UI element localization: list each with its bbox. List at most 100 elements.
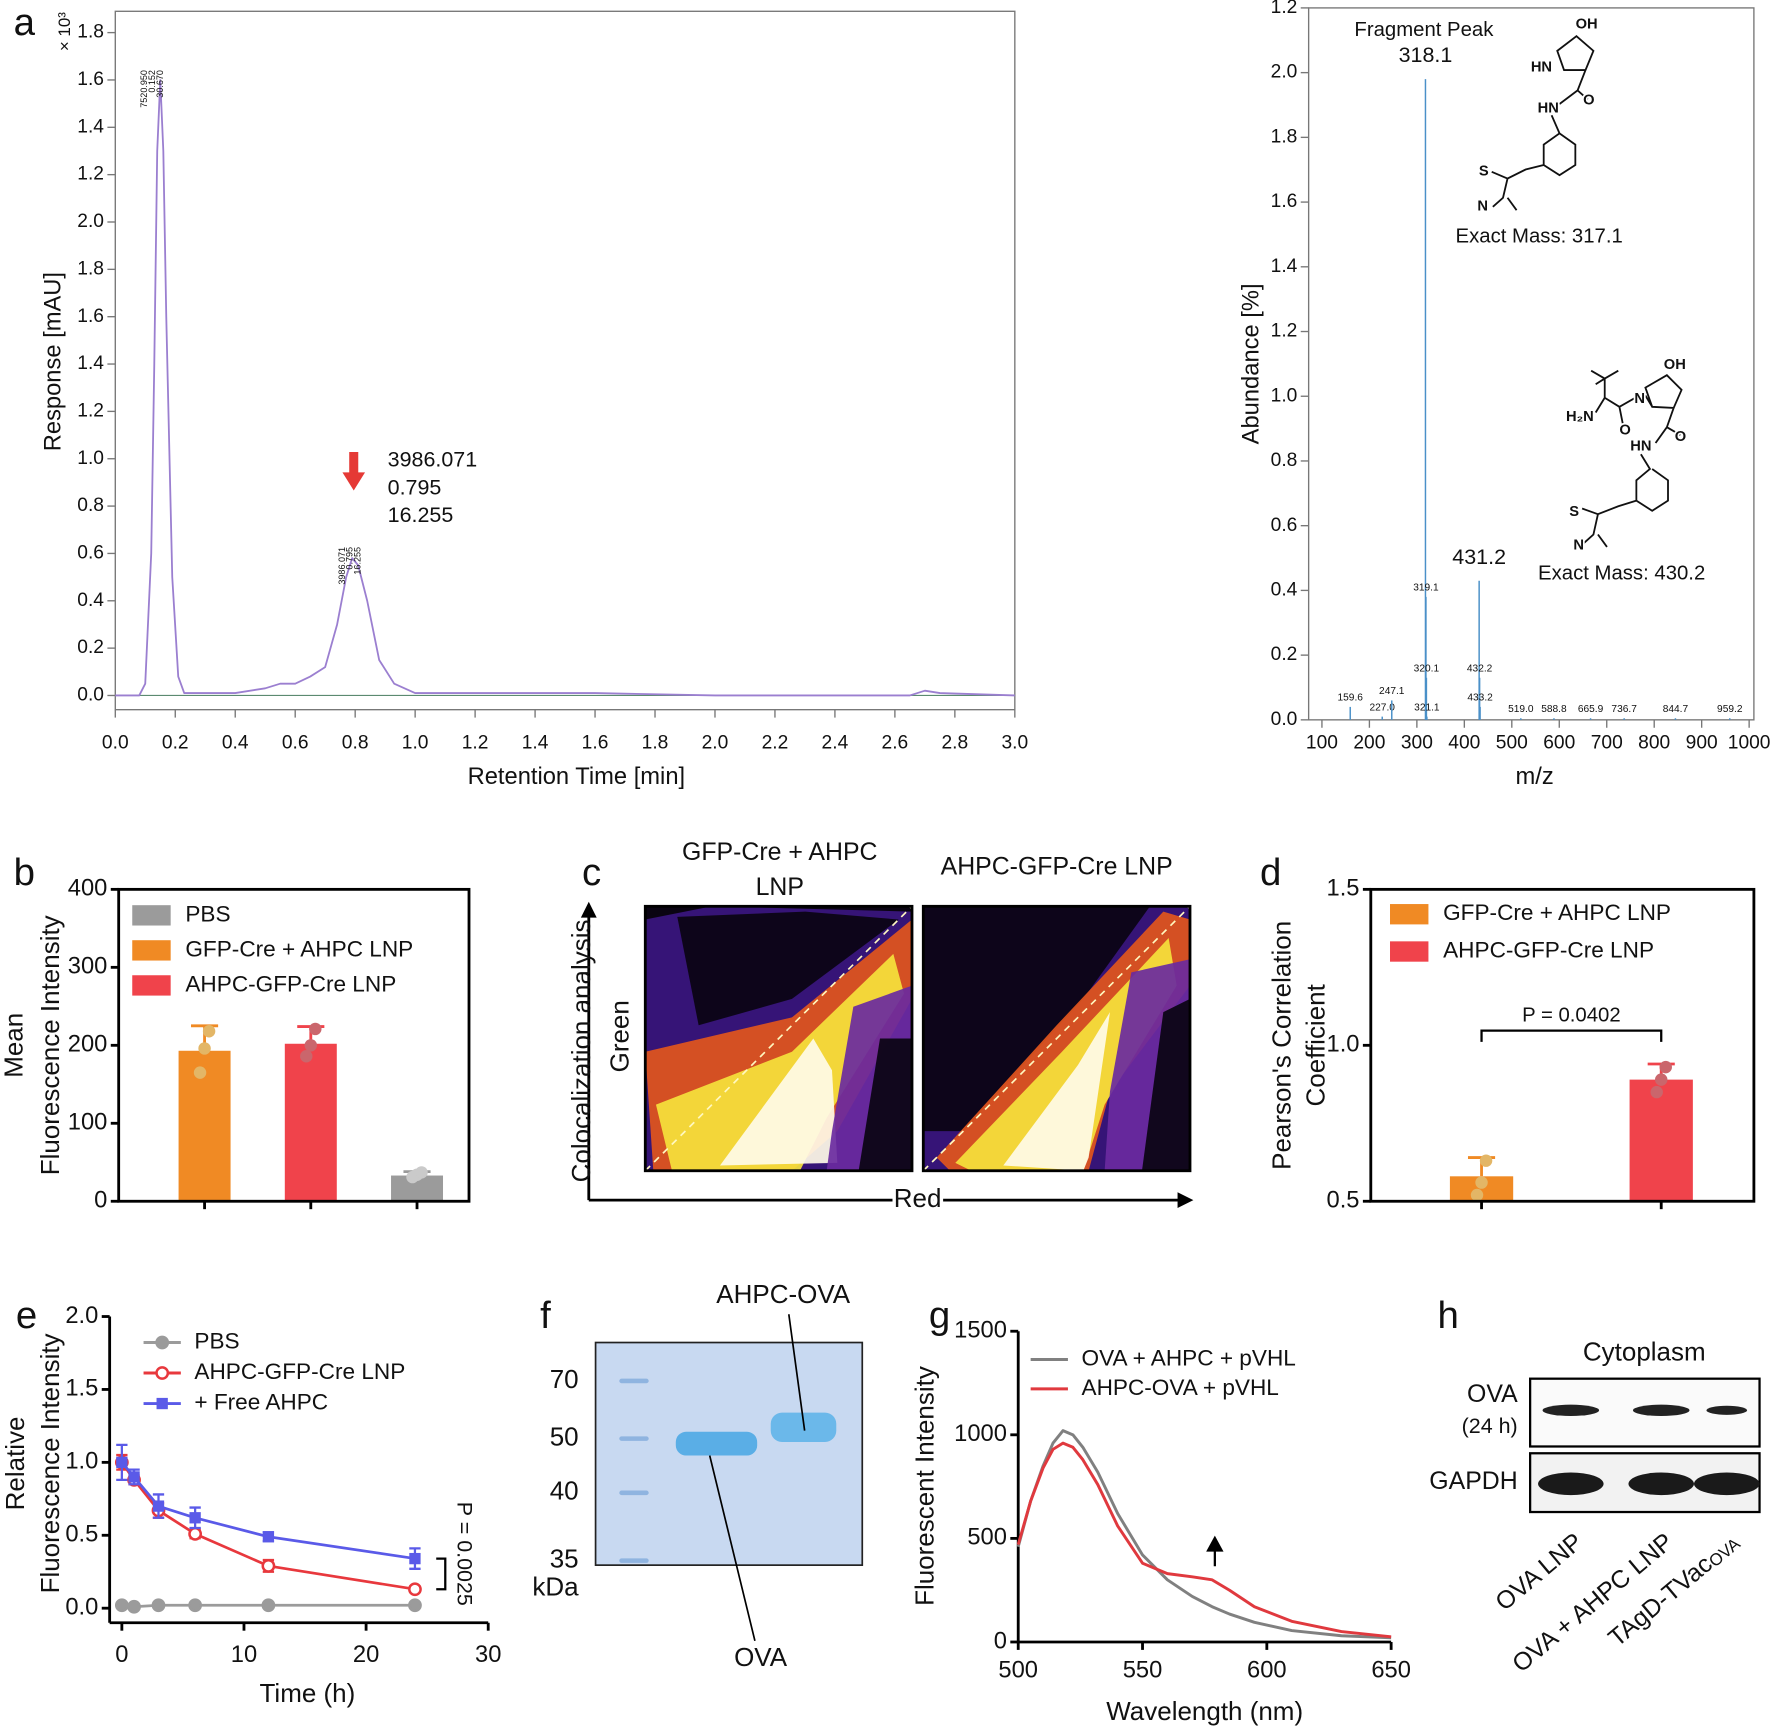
bar xyxy=(1629,1079,1693,1202)
data-point xyxy=(193,1066,207,1079)
data-point xyxy=(408,1598,422,1613)
atom-label: HN xyxy=(1531,60,1552,76)
y-tick-label: 1.8 xyxy=(77,258,104,279)
data-line xyxy=(1016,1441,1392,1639)
x-tick-label: 600 xyxy=(1543,733,1575,754)
panel-title: GFP-Cre + AHPC xyxy=(682,838,877,866)
legend-marker xyxy=(155,1366,170,1380)
x-tick-label: 800 xyxy=(1638,733,1670,754)
stem-label: 519.0 xyxy=(1508,704,1534,715)
y-tick-label: 100 xyxy=(68,1110,108,1136)
data-line xyxy=(115,79,1015,697)
band xyxy=(1632,1404,1690,1416)
data-point xyxy=(1479,1154,1493,1167)
x-axis-title: Retention Time [min] xyxy=(468,764,686,790)
y-tick-label: 0.6 xyxy=(1271,515,1298,536)
band xyxy=(675,1431,758,1456)
data-point xyxy=(300,1050,313,1063)
atom-label: HN xyxy=(1630,438,1651,454)
panel-label: e xyxy=(16,1294,37,1337)
x-tick-label: 10 xyxy=(231,1642,257,1668)
x-tick-label: 700 xyxy=(1591,733,1623,754)
x-tick-label: 300 xyxy=(1401,733,1433,754)
heatmap-region xyxy=(655,953,904,1171)
y-axis-title: Fluorescence Intensity xyxy=(35,915,65,1175)
row-label: GAPDH xyxy=(1429,1467,1517,1495)
atom-label: OH xyxy=(1664,357,1686,373)
legend-marker xyxy=(156,1397,168,1410)
y-tick-label: 0.0 xyxy=(1271,709,1298,730)
x-tick-label: 1.0 xyxy=(402,733,429,754)
legend-label: AHPC-GFP-Cre LNP xyxy=(185,971,396,996)
stem-label: 432.2 xyxy=(1467,663,1493,674)
band xyxy=(1693,1472,1760,1496)
x-tick-label: 20 xyxy=(353,1642,379,1668)
stem-label: 247.1 xyxy=(1379,686,1405,697)
panel-label: a xyxy=(14,1,36,44)
row-note: (24 h) xyxy=(1462,1414,1518,1438)
stem-label: 321.1 xyxy=(1414,702,1440,713)
x-tick-label: 30 xyxy=(475,1642,501,1668)
y-tick-label: 500 xyxy=(967,1525,1007,1551)
peak-label: 30.670 xyxy=(155,70,165,98)
heatmap-region xyxy=(677,911,899,1026)
data-point xyxy=(408,1582,422,1597)
band xyxy=(1542,1404,1600,1416)
y-tick-label: 0 xyxy=(994,1628,1007,1654)
data-point xyxy=(202,1025,216,1038)
marker-label: 50 xyxy=(550,1421,579,1451)
panel-label: f xyxy=(540,1294,551,1337)
legend-label: GFP-Cre + AHPC LNP xyxy=(185,936,413,961)
data-point xyxy=(114,1598,129,1613)
panel-label: h xyxy=(1437,1294,1458,1337)
y-tick-label: 1.2 xyxy=(77,164,104,185)
significance-bracket xyxy=(1480,1029,1663,1042)
y-tick-label: 400 xyxy=(68,876,108,902)
data-point xyxy=(415,1166,428,1179)
y-tick-label: 1.2 xyxy=(1271,321,1298,342)
y-tick-label: 0.5 xyxy=(65,1522,98,1548)
heatmap-frame xyxy=(921,904,1192,1173)
x-tick-label: 2.8 xyxy=(942,733,969,754)
marker-label: 70 xyxy=(550,1364,579,1394)
y-tick-label: 1.0 xyxy=(77,448,104,469)
legend-swatch xyxy=(132,905,171,926)
y-tick-label: 1000 xyxy=(954,1421,1007,1447)
x-tick-label: 3.0 xyxy=(1001,733,1028,754)
peak-label: 3986.071 xyxy=(337,547,347,585)
stem-label: 318.1 xyxy=(1399,43,1453,67)
atom-label: N xyxy=(1634,391,1645,407)
panel-label: d xyxy=(1260,851,1281,894)
atom-label: O xyxy=(1675,429,1686,445)
data-point xyxy=(1655,1073,1668,1086)
y-tick-label: 1.6 xyxy=(1271,191,1298,212)
marker-label: 40 xyxy=(550,1476,579,1506)
y-tick-label: 0.8 xyxy=(1271,450,1298,471)
stem-label: 159.6 xyxy=(1338,693,1364,704)
y-channel: Green xyxy=(604,1000,634,1072)
legend-swatch xyxy=(132,940,171,961)
legend-label: PBS xyxy=(185,901,230,926)
blot-title: Cytoplasm xyxy=(1583,1337,1706,1367)
y-axis-title: Fluorescence Intensity xyxy=(35,1333,65,1593)
x-tick-label: 2.2 xyxy=(762,733,789,754)
x-tick-label: 100 xyxy=(1306,733,1338,754)
plot-frame xyxy=(1307,7,1755,721)
x-tick-label: 650 xyxy=(1371,1658,1411,1684)
x-axis-title: m/z xyxy=(1516,764,1554,790)
y-tick-label: 1.5 xyxy=(1327,876,1360,902)
data-point xyxy=(128,1471,140,1483)
heatmap-region xyxy=(923,906,1150,1132)
x-tick-label: 0.4 xyxy=(222,733,249,754)
panel-title: AHPC-GFP-Cre LNP xyxy=(941,852,1173,880)
x-axis-title: Wavelength (nm) xyxy=(1106,1696,1303,1726)
atom-label: O xyxy=(1583,92,1594,108)
y-tick-label: 1.5 xyxy=(65,1376,98,1402)
leader-line xyxy=(708,1314,806,1642)
arrow xyxy=(342,452,366,491)
stem-label: 844.7 xyxy=(1663,704,1689,715)
p-value: P = 0.0402 xyxy=(1522,1004,1621,1026)
axis-arrows xyxy=(587,910,1185,1202)
